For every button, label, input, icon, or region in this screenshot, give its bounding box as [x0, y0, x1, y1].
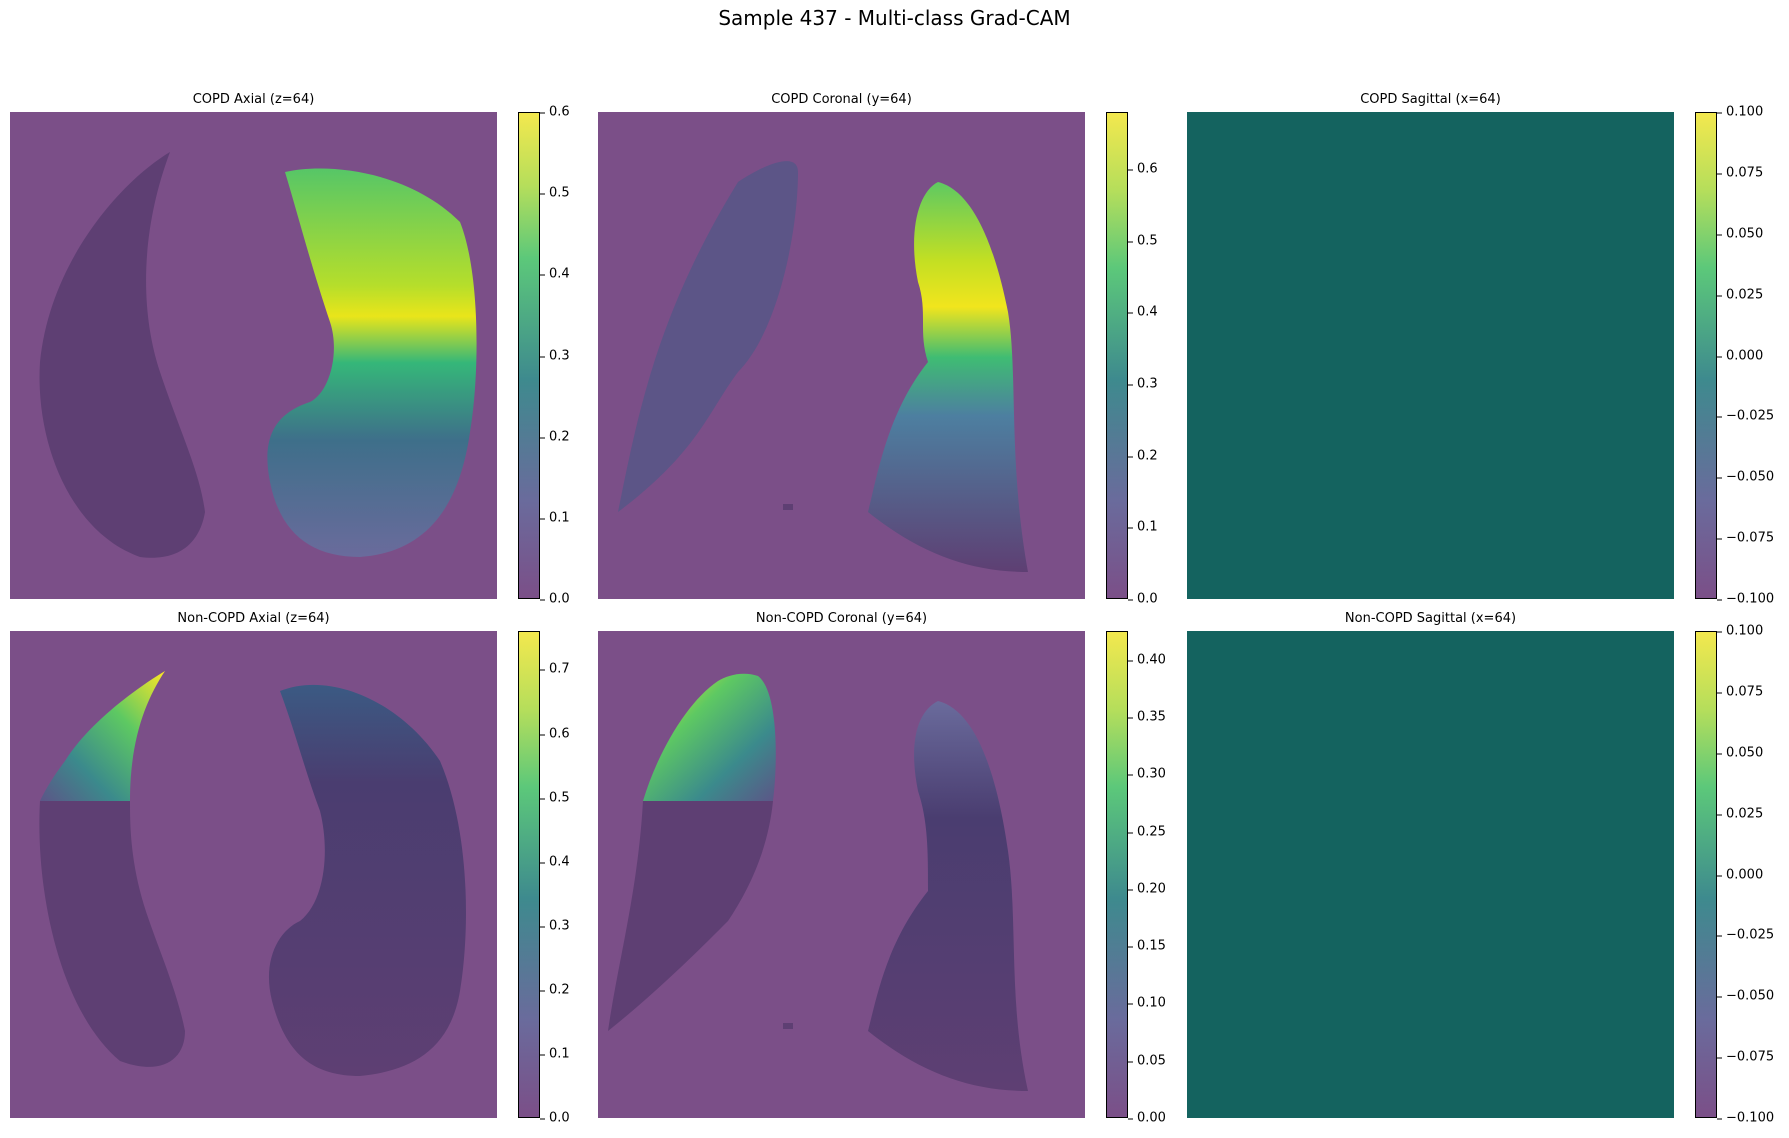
panel-title-noncopd-sagittal: Non-COPD Sagittal (x=64)	[1344, 611, 1517, 626]
colorbar-noncopd-coronal	[1106, 631, 1128, 1118]
colorbar-ticks-copd-axial: 0.0 0.1 0.2 0.3 0.4 0.5 0.6	[540, 105, 626, 607]
cam-image-copd-sagittal	[1187, 112, 1674, 599]
panel-title-copd-axial: COPD Axial (z=64)	[192, 92, 315, 107]
colorbar-noncopd-sagittal	[1695, 631, 1717, 1118]
colorbar-ticks-noncopd-coronal: 0.00 0.05 0.10 0.15 0.20 0.25 0.30 0.35 …	[1128, 631, 1214, 1126]
colorbar-ticks-copd-coronal: 0.0 0.1 0.2 0.3 0.4 0.5 0.6	[1128, 112, 1214, 607]
colorbar-copd-coronal	[1106, 112, 1128, 599]
panel-title-noncopd-coronal: Non-COPD Coronal (y=64)	[755, 611, 928, 626]
cam-image-noncopd-axial	[10, 631, 497, 1118]
colorbar-noncopd-axial	[518, 631, 540, 1118]
colorbar-ticks-noncopd-sagittal: −0.100 −0.075 −0.050 −0.025 0.000 0.025 …	[1716, 624, 1789, 1126]
panel-title-copd-coronal: COPD Coronal (y=64)	[771, 92, 912, 107]
figure-title: Sample 437 - Multi-class Grad-CAM	[718, 6, 1071, 30]
colorbar-ticks-copd-sagittal: −0.100 −0.075 −0.050 −0.025 0.000 0.025 …	[1716, 105, 1789, 607]
cam-image-copd-axial	[10, 112, 497, 599]
cam-image-noncopd-sagittal	[1187, 631, 1674, 1118]
panel-title-noncopd-axial: Non-COPD Axial (z=64)	[177, 611, 330, 626]
colorbar-ticks-noncopd-axial: 0.0 0.1 0.2 0.3 0.4 0.5 0.6 0.7	[540, 631, 626, 1126]
cam-image-copd-coronal	[598, 112, 1085, 599]
cam-image-noncopd-coronal	[598, 631, 1085, 1118]
colorbar-copd-axial	[518, 112, 540, 599]
colorbar-copd-sagittal	[1695, 112, 1717, 599]
panel-title-copd-sagittal: COPD Sagittal (x=64)	[1360, 92, 1501, 107]
